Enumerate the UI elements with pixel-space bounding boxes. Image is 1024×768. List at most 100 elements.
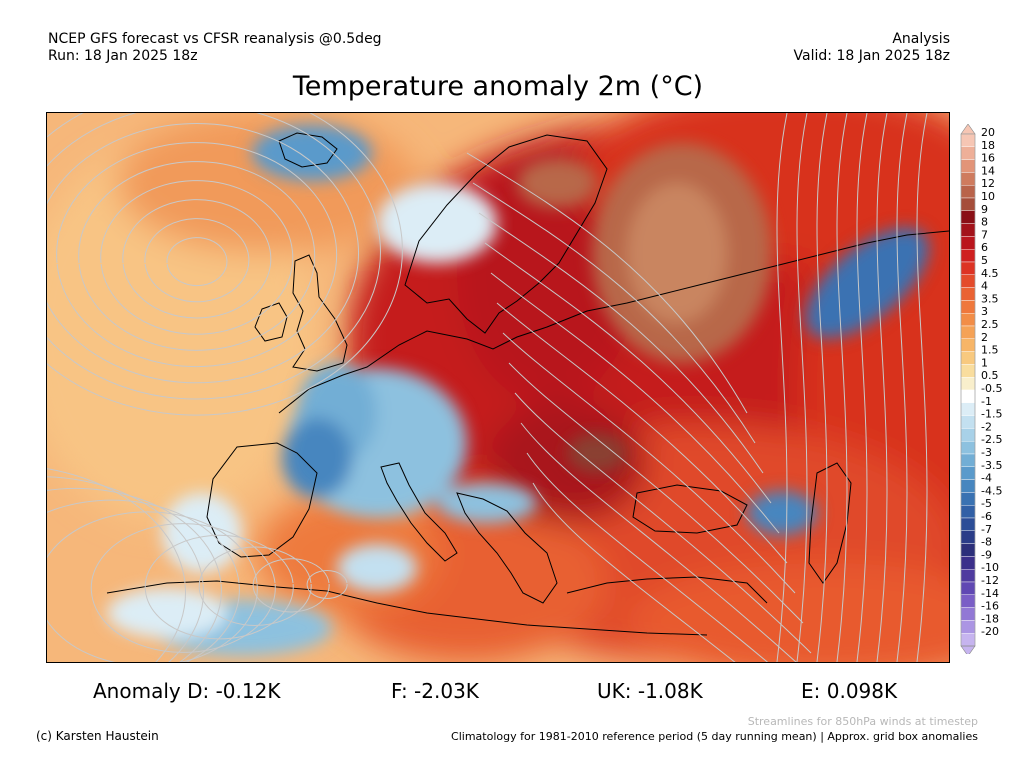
header-left: NCEP GFS forecast vs CFSR reanalysis @0.…: [48, 31, 382, 65]
streamline: [916, 113, 928, 662]
colorbar: 201816141210987654.543.532.521.510.5-0.5…: [960, 124, 1002, 654]
streamline: [47, 499, 240, 662]
colorbar-cell: [960, 185, 976, 199]
colorbar-label: 4: [981, 280, 988, 293]
map-title: Temperature anomaly 2m (°C): [292, 71, 704, 102]
streamline: [47, 113, 381, 400]
streamline: [306, 569, 348, 599]
streamline: [836, 113, 848, 662]
streamline: [478, 212, 764, 474]
colorbar-label: -6: [981, 510, 992, 523]
colorbar-label: 4.5: [981, 267, 999, 280]
colorbar-cell: [960, 492, 976, 506]
stat-anomaly-d: Anomaly D: -0.12K: [93, 679, 281, 703]
scandinavia-outline: [404, 134, 608, 334]
colorbar-cell: [960, 479, 976, 493]
colorbar-label: 9: [981, 203, 988, 216]
streamline: [896, 113, 908, 662]
colorbar-label: -20: [981, 625, 999, 638]
run-time: Run: 18 Jan 2025 18z: [48, 48, 198, 64]
turkey-coast: [566, 576, 768, 604]
colorbar-label: 7: [981, 228, 988, 241]
streamline: [796, 113, 808, 662]
colorbar-cell: [960, 325, 976, 340]
streamline: [526, 452, 769, 662]
anomaly-cold-patches: [107, 125, 929, 656]
streamline: [47, 123, 360, 384]
stat-uk: UK: -1.08K: [597, 679, 703, 703]
colorbar-label: -8: [981, 536, 992, 549]
balkans-coast: [456, 492, 558, 604]
streamline: [484, 242, 772, 504]
streamline: [78, 161, 316, 351]
streamline: [856, 113, 868, 662]
colorbar-cell: [960, 466, 976, 480]
model-description: NCEP GFS forecast vs CFSR reanalysis @0.…: [48, 31, 382, 47]
colorbar-cell: [960, 338, 976, 352]
colorbar-label: 18: [981, 139, 995, 152]
iceland-outline: [278, 132, 338, 168]
header-right: Analysis Valid: 18 Jan 2025 18z: [794, 31, 950, 65]
colorbar-label: 10: [981, 190, 995, 203]
continent-coast: [278, 230, 949, 414]
colorbar-label: 20: [981, 126, 995, 139]
streamline: [47, 487, 222, 662]
land-outlines: [106, 132, 949, 636]
colorbar-cell: [960, 248, 976, 263]
colorbar-top-arrow: [960, 124, 976, 135]
italy-outline: [380, 462, 458, 562]
colorbar-cell: [960, 633, 976, 647]
caspian-outline: [808, 462, 852, 584]
colorbar-cell: [960, 300, 976, 314]
streamline: [496, 302, 788, 564]
valid-time: Valid: 18 Jan 2025 18z: [793, 48, 950, 64]
colorbar-label: -4: [981, 472, 992, 485]
colorbar-cell: [960, 428, 976, 442]
colorbar-label: 12: [981, 177, 995, 190]
stat-e: E: 0.098K: [801, 679, 898, 703]
colorbar-cell: [960, 556, 976, 570]
streamline: [472, 182, 756, 444]
colorbar-bottom-arrow: [960, 645, 976, 654]
streamline: [876, 113, 888, 662]
colorbar-label: -2.5: [981, 433, 1002, 446]
streamline: [198, 546, 312, 626]
colorbar-cell: [960, 517, 976, 532]
streamline: [532, 482, 736, 662]
streamlines: [47, 113, 928, 662]
colorbar-cell: [960, 594, 976, 608]
streamline: [47, 113, 403, 416]
colorbar-cell: [960, 607, 976, 621]
colorbar-label: -2: [981, 420, 992, 433]
streamline: [90, 523, 276, 653]
colorbar-cell: [960, 453, 976, 468]
colorbar-label: -1: [981, 395, 992, 408]
streamline: [100, 180, 294, 335]
climatology-note: Climatology for 1981-2010 reference peri…: [451, 730, 978, 743]
colorbar-label: 14: [981, 164, 995, 177]
streamline: [776, 113, 788, 662]
colorbar-label: -10: [981, 561, 999, 574]
streamline: [47, 511, 258, 662]
stat-f: F: -2.03K: [391, 679, 479, 703]
streamline: [508, 362, 804, 624]
africa-coast: [106, 580, 708, 636]
colorbar-cell: [960, 146, 976, 160]
streamline-note: Streamlines for 850hPa winds at timestep: [747, 715, 978, 728]
colorbar-cell: [960, 274, 976, 288]
colorbar-label: 1: [981, 356, 988, 369]
colorbar-label: -18: [981, 612, 999, 625]
colorbar-label: -14: [981, 587, 999, 600]
colorbar-label: -0.5: [981, 382, 1002, 395]
anomaly-map-canvas: [47, 113, 949, 662]
streamline: [520, 422, 797, 662]
streamline: [144, 534, 294, 640]
colorbar-cell: [960, 223, 976, 237]
colorbar-cell: [960, 543, 976, 557]
colorbar-label: -9: [981, 548, 992, 561]
colorbar-cell: [960, 159, 976, 173]
streamline: [466, 152, 748, 414]
streamline: [47, 468, 186, 662]
colorbar-cell: [960, 172, 976, 186]
colorbar-cell: [960, 312, 976, 327]
